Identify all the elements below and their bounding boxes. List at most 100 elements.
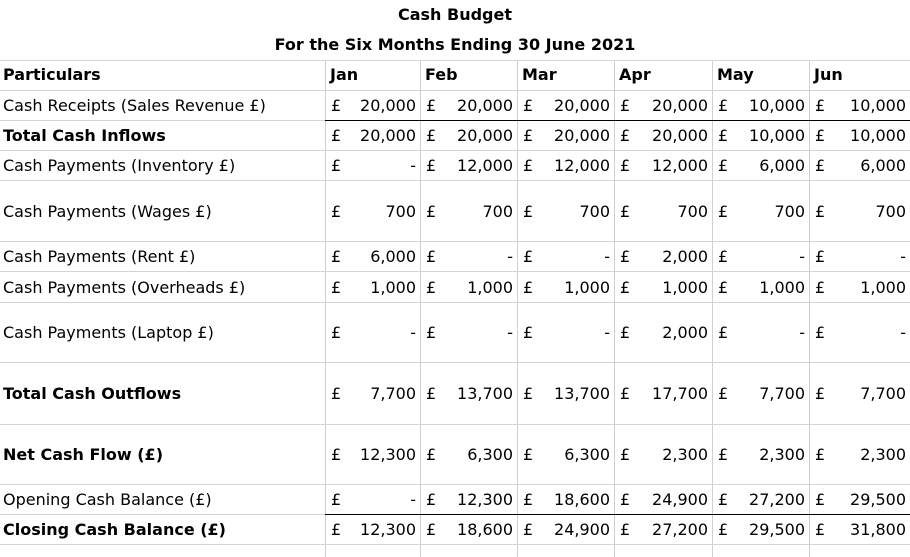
amount-value: 2,300	[759, 445, 805, 464]
table-row: Cash Payments (Inventory £) £ - £12,000 £12,…	[0, 150, 910, 180]
table-row: Opening Cash Balance (£) £ - £12,300 £18,600…	[0, 484, 910, 514]
amount-value: 13,700	[554, 384, 610, 403]
row-label: Net Cash Flow (£)	[3, 445, 163, 464]
currency-symbol: £	[718, 156, 729, 175]
total-border	[325, 514, 910, 515]
amount-cell: £20,000	[614, 96, 712, 116]
row-label: Cash Payments (Rent £)	[3, 247, 196, 266]
column-gridline	[420, 60, 421, 557]
amount-cell: £10,000	[809, 96, 910, 116]
currency-symbol: £	[331, 445, 342, 464]
currency-symbol: £	[523, 247, 534, 266]
amount-cell: £24,900	[614, 490, 712, 510]
currency-symbol: £	[426, 278, 437, 297]
amount-value: 7,700	[860, 384, 906, 403]
amount-cell: £700	[420, 202, 517, 222]
currency-symbol: £	[620, 384, 631, 403]
amount-cell: £2,300	[712, 445, 809, 465]
amount-value: 2,300	[662, 445, 708, 464]
amount-value: 700	[677, 202, 708, 221]
row-label: Total Cash Outflows	[3, 384, 182, 403]
amount-cell: £18,600	[420, 520, 517, 540]
amount-value: 7,700	[759, 384, 805, 403]
amount-cell: £2,000	[614, 247, 712, 267]
amount-value: 27,200	[749, 490, 805, 509]
amount-cell: £2,300	[614, 445, 712, 465]
amount-value: 700	[579, 202, 610, 221]
currency-symbol: £	[426, 156, 437, 175]
amount-value: 20,000	[360, 126, 416, 145]
amount-value: -	[410, 323, 416, 342]
currency-symbol: £	[620, 126, 631, 145]
table-row: Cash Payments (Wages £) £700 £700 £700 £700 £…	[0, 180, 910, 241]
currency-symbol: £	[620, 323, 631, 342]
header-month: Jan	[330, 65, 359, 84]
amount-cell: £27,200	[614, 520, 712, 540]
amount-value: 20,000	[554, 96, 610, 115]
table-row: Total Cash Outflows £7,700 £13,700 £13,700 £…	[0, 362, 910, 424]
amount-value: -	[604, 323, 610, 342]
amount-value: 12,000	[457, 156, 513, 175]
row-gridline	[0, 180, 910, 181]
amount-cell: £24,900	[517, 520, 614, 540]
row-gridline	[0, 241, 910, 242]
amount-value: 18,600	[457, 520, 513, 539]
amount-cell: £ -	[420, 247, 517, 267]
amount-value: 700	[875, 202, 906, 221]
amount-value: 20,000	[652, 126, 708, 145]
row-gridline	[0, 484, 910, 485]
column-gridline	[712, 60, 713, 557]
currency-symbol: £	[620, 156, 631, 175]
amount-cell: £20,000	[614, 126, 712, 146]
amount-value: 1,000	[467, 278, 513, 297]
currency-symbol: £	[523, 278, 534, 297]
table-row: Closing Cash Balance (£) £12,300 £18,600 £2…	[0, 514, 910, 544]
amount-cell: £ -	[420, 323, 517, 343]
currency-symbol: £	[815, 520, 826, 539]
header-month: May	[717, 65, 754, 84]
amount-value: 24,900	[652, 490, 708, 509]
row-gridline	[0, 60, 910, 61]
currency-symbol: £	[426, 247, 437, 266]
table-row: Cash Receipts (Sales Revenue £) £20,000 £2…	[0, 90, 910, 120]
amount-cell: £20,000	[325, 96, 420, 116]
row-label: Cash Payments (Laptop £)	[3, 323, 214, 342]
amount-cell: £10,000	[809, 126, 910, 146]
currency-symbol: £	[331, 520, 342, 539]
amount-cell: £1,000	[809, 278, 910, 298]
amount-value: 13,700	[457, 384, 513, 403]
currency-symbol: £	[426, 490, 437, 509]
amount-cell: £6,000	[325, 247, 420, 267]
amount-value: 10,000	[749, 126, 805, 145]
currency-symbol: £	[718, 445, 729, 464]
amount-cell: £17,700	[614, 384, 712, 404]
amount-cell: £700	[325, 202, 420, 222]
amount-cell: £29,500	[809, 490, 910, 510]
row-label: Cash Payments (Wages £)	[3, 202, 212, 221]
amount-cell: £7,700	[809, 384, 910, 404]
amount-value: 1,000	[759, 278, 805, 297]
amount-cell: £20,000	[420, 96, 517, 116]
column-gridline	[325, 60, 326, 557]
amount-cell: £10,000	[712, 126, 809, 146]
amount-cell: £12,300	[325, 445, 420, 465]
currency-symbol: £	[815, 156, 826, 175]
currency-symbol: £	[426, 323, 437, 342]
amount-cell: £12,000	[614, 156, 712, 176]
currency-symbol: £	[523, 96, 534, 115]
amount-value: 700	[774, 202, 805, 221]
row-label: Opening Cash Balance (£)	[3, 490, 212, 509]
amount-value: 12,000	[554, 156, 610, 175]
sheet-title: Cash Budget	[397, 5, 512, 24]
amount-cell: £29,500	[712, 520, 809, 540]
currency-symbol: £	[815, 323, 826, 342]
amount-cell: £6,300	[517, 445, 614, 465]
amount-cell: £13,700	[517, 384, 614, 404]
table-row: Cash Payments (Laptop £) £ - £ - £ - £2,000 £ - £ -	[0, 302, 910, 362]
amount-cell: £1,000	[517, 278, 614, 298]
amount-value: 20,000	[457, 96, 513, 115]
row-label: Cash Payments (Inventory £)	[3, 156, 236, 175]
amount-value: -	[604, 247, 610, 266]
currency-symbol: £	[620, 96, 631, 115]
